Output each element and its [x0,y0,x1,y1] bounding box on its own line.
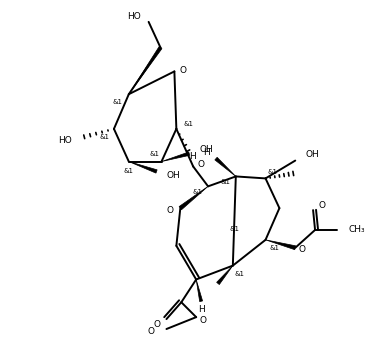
Text: H: H [198,305,205,314]
Text: &1: &1 [229,226,239,232]
Text: O: O [166,206,173,215]
Polygon shape [162,152,190,161]
Text: O: O [148,328,155,336]
Text: O: O [318,201,325,210]
Polygon shape [129,47,162,94]
Text: &1: &1 [268,170,277,176]
Text: CH₃: CH₃ [349,225,365,235]
Text: O: O [199,315,206,325]
Text: &1: &1 [100,134,110,140]
Polygon shape [196,279,202,302]
Text: HO: HO [59,136,72,145]
Text: OH: OH [199,145,213,154]
Text: OH: OH [305,150,319,159]
Text: &1: &1 [192,189,202,195]
Polygon shape [217,266,233,284]
Polygon shape [266,240,296,250]
Text: HO: HO [127,12,141,22]
Text: &1: &1 [124,168,134,175]
Text: &1: &1 [113,99,123,105]
Text: O: O [179,66,186,75]
Text: &1: &1 [149,151,159,157]
Text: OH: OH [166,171,180,180]
Polygon shape [215,157,236,177]
Polygon shape [179,186,208,210]
Text: &1: &1 [235,271,245,277]
Text: &1: &1 [183,121,193,127]
Text: H: H [189,152,195,161]
Text: &1: &1 [269,245,280,251]
Polygon shape [129,161,157,173]
Text: H: H [203,148,210,157]
Text: O: O [153,319,160,329]
Text: O: O [298,245,305,254]
Text: O: O [197,160,204,169]
Text: &1: &1 [221,179,231,185]
